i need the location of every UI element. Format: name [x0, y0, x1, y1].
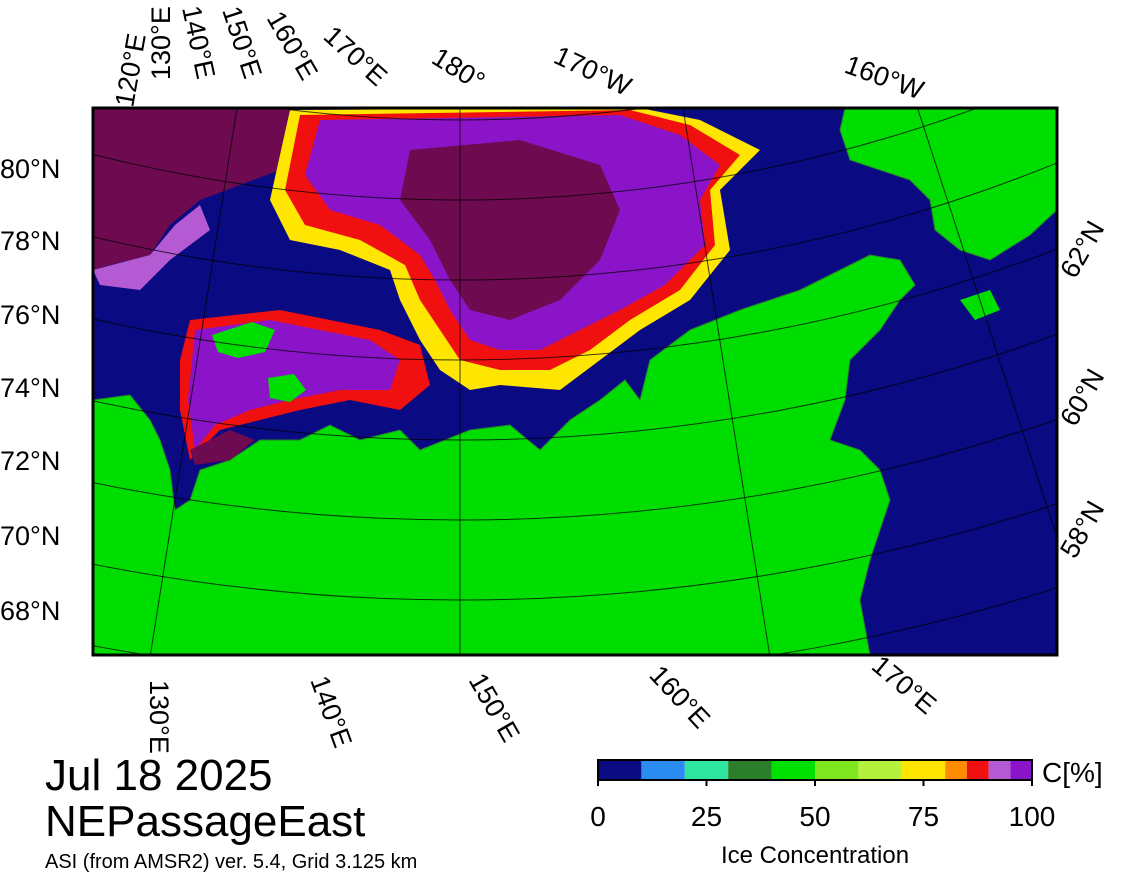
colorbar-tick-label: 25 — [691, 801, 722, 832]
colorbar-segment — [641, 760, 685, 780]
colorbar-segment — [684, 760, 729, 780]
meridian — [149, 108, 238, 655]
colorbar-segment — [771, 760, 815, 780]
colorbar-label: Ice Concentration — [721, 842, 909, 869]
land — [268, 374, 306, 402]
sea-ice — [93, 108, 290, 270]
land — [839, 108, 1057, 261]
region-name: NEPassageEast — [45, 797, 365, 846]
colorbar-tick-label: 50 — [799, 801, 830, 832]
graticule-label: 62°N — [1054, 216, 1110, 283]
sea-ice — [190, 430, 255, 465]
meridian — [916, 108, 1057, 539]
graticule-label: 60°N — [1054, 364, 1110, 431]
graticule-label: 140°E — [176, 3, 221, 81]
sea-ice — [93, 205, 210, 290]
colorbar-unit: C[%] — [1042, 757, 1103, 788]
colorbar-tick-label: 100 — [1009, 801, 1056, 832]
colorbar-segment — [598, 760, 642, 780]
graticule-label: 170°W — [549, 40, 636, 102]
graticule-label: 150°E — [463, 668, 526, 747]
colorbar-tick-label: 0 — [590, 801, 606, 832]
colorbar-segment — [901, 760, 946, 780]
source-note: ASI (from AMSR2) ver. 5.4, Grid 3.125 km — [45, 851, 417, 873]
graticule-label: 170°E — [318, 20, 393, 92]
graticule-label: 74°N — [0, 373, 60, 403]
graticule-label: 160°W — [841, 49, 928, 105]
land — [212, 322, 275, 358]
colorbar-segment — [728, 760, 772, 780]
colorbar-segment — [815, 760, 859, 780]
date: Jul 18 2025 — [45, 751, 273, 800]
graticule-label: 72°N — [0, 446, 60, 476]
graticule-label: 170°E — [866, 650, 942, 720]
map-frame — [91, 106, 1059, 657]
colorbar: 0 25 50 75 100 — [590, 759, 1056, 832]
graticule-label: 160°E — [644, 660, 716, 734]
graticule-label: 140°E — [304, 672, 357, 752]
colorbar-segment — [945, 760, 967, 780]
colorbar-segment — [858, 760, 902, 780]
graticule-label: 78°N — [0, 226, 60, 256]
graticule-label: 76°N — [0, 300, 60, 330]
colorbar-tick-label: 75 — [908, 801, 939, 832]
colorbar-segment — [1010, 760, 1032, 780]
graticule-label: 130°E — [144, 680, 174, 754]
graticule-label: 58°N — [1054, 496, 1110, 563]
land — [93, 254, 916, 655]
graticule-label: 180° — [427, 42, 490, 97]
meridian — [682, 108, 771, 655]
graticule-label: 160°E — [261, 6, 324, 85]
colorbar-segment — [966, 760, 989, 780]
sea-ice — [400, 140, 620, 320]
graticule-label: 80°N — [0, 154, 60, 184]
graticule-label: 70°N — [0, 521, 60, 551]
meridian — [1050, 0, 1126, 660]
graticule-label: 68°N — [0, 596, 60, 626]
graticule-label: 150°E — [216, 3, 267, 83]
colorbar-segment — [988, 760, 1011, 780]
graticule-label: 130°E — [146, 6, 176, 80]
land — [960, 290, 1000, 320]
